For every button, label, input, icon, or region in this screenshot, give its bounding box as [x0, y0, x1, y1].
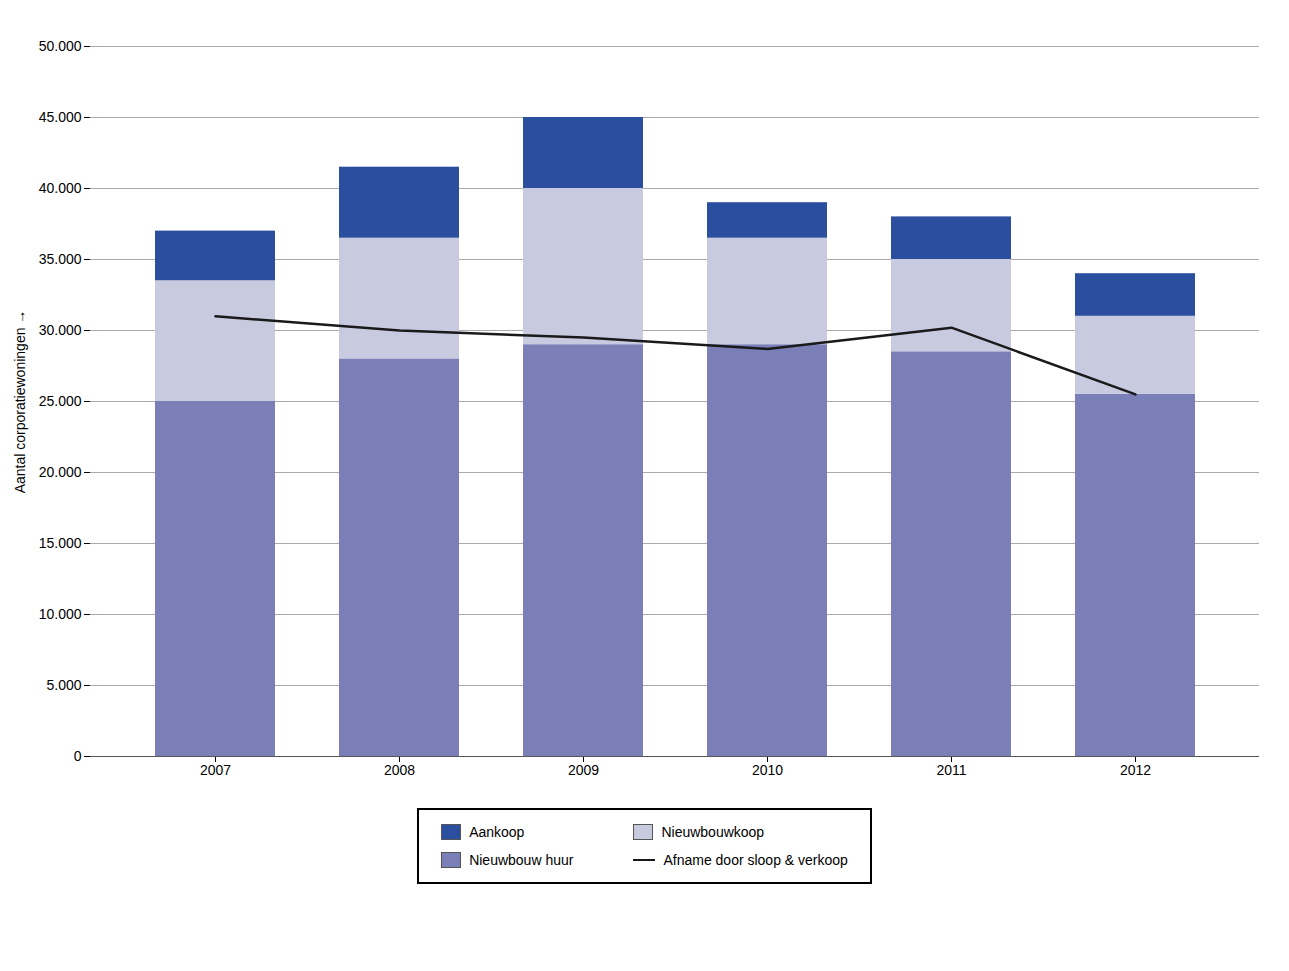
svg-text:2011: 2011 — [936, 762, 966, 778]
svg-text:40.000: 40.000 — [39, 180, 82, 196]
svg-text:2009: 2009 — [568, 762, 599, 778]
svg-text:20.000: 20.000 — [39, 464, 82, 480]
svg-text:30.000: 30.000 — [39, 322, 82, 338]
svg-text:2007: 2007 — [200, 762, 231, 778]
svg-text:2010: 2010 — [752, 762, 783, 778]
svg-text:2012: 2012 — [1120, 762, 1151, 778]
html-text:Afname door sloop & verkoop: Afname door sloop & verkoop — [663, 852, 848, 868]
svg-text:10.000: 10.000 — [39, 606, 82, 622]
svg-text:0: 0 — [74, 748, 82, 764]
svg-text:Aantal corporatiewoningen →: Aantal corporatiewoningen → — [12, 310, 28, 494]
svg-text:50.000: 50.000 — [39, 38, 82, 54]
svg-text:45.000: 45.000 — [39, 109, 82, 125]
html-text:Nieuwbouwkoop: Nieuwbouwkoop — [661, 824, 765, 840]
svg-text:15.000: 15.000 — [39, 535, 82, 551]
html-text:Aankoop: Aankoop — [469, 824, 525, 840]
svg-text:35.000: 35.000 — [39, 251, 82, 267]
svg-text:25.000: 25.000 — [39, 393, 82, 409]
html-text:Nieuwbouw huur: Nieuwbouw huur — [469, 852, 574, 868]
svg-text:2008: 2008 — [384, 762, 415, 778]
svg-text:5.000: 5.000 — [46, 677, 81, 693]
